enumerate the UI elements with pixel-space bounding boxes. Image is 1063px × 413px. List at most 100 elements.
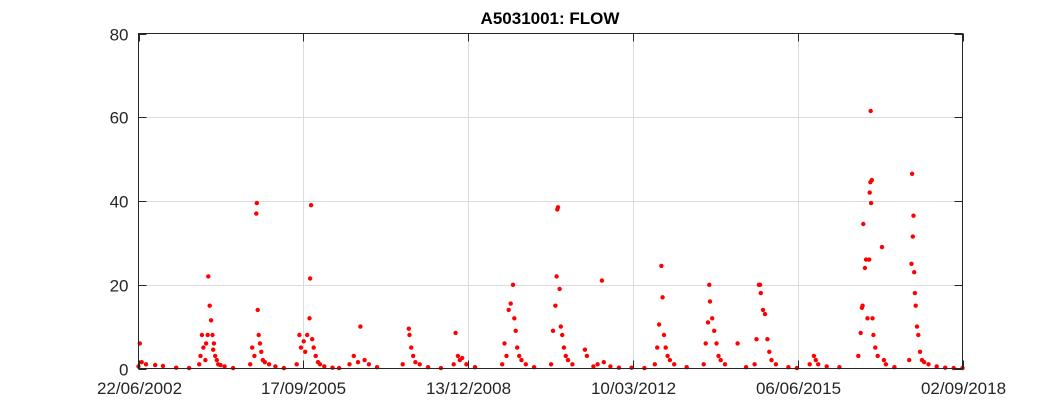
data-point <box>863 257 869 262</box>
data-point <box>513 328 518 333</box>
data-point <box>558 324 563 329</box>
data-point <box>257 341 263 346</box>
data-point <box>707 299 713 304</box>
data-point <box>174 365 179 370</box>
data-point <box>256 332 261 338</box>
data-point <box>214 357 219 363</box>
data-point <box>308 203 314 208</box>
data-point <box>807 362 812 367</box>
data-point <box>550 328 556 333</box>
data-point <box>757 282 763 287</box>
data-point <box>922 360 927 365</box>
x-tick-label: 13/12/2008 <box>426 379 511 398</box>
data-point <box>266 362 272 367</box>
data-point <box>565 357 571 363</box>
data-point <box>811 353 817 359</box>
data-point <box>317 362 323 367</box>
data-point <box>608 364 613 369</box>
data-point <box>861 221 866 227</box>
data-point <box>557 286 562 292</box>
data-point <box>870 316 875 321</box>
data-point <box>655 345 660 350</box>
data-point <box>510 282 516 287</box>
data-point <box>355 360 361 365</box>
data-point <box>311 345 316 350</box>
data-point <box>523 362 528 367</box>
data-point <box>665 353 670 359</box>
data-point <box>254 211 259 216</box>
data-point <box>873 345 878 350</box>
data-point <box>294 362 299 367</box>
data-point <box>714 341 719 346</box>
data-point <box>659 263 664 269</box>
data-point <box>754 337 759 342</box>
data-point <box>139 360 144 365</box>
data-point <box>560 332 565 338</box>
data-point <box>667 357 673 363</box>
data-point <box>464 362 469 367</box>
y-tick-label: 0 <box>119 361 128 380</box>
data-point <box>400 362 405 367</box>
data-point <box>909 171 915 176</box>
data-point <box>207 303 212 308</box>
data-point <box>203 341 209 346</box>
data-point <box>765 337 770 342</box>
x-tick-label: 06/06/2015 <box>756 379 841 398</box>
data-point <box>563 353 568 359</box>
data-point <box>252 353 257 359</box>
data-point <box>599 278 605 283</box>
data-point <box>413 360 418 365</box>
data-point <box>298 345 304 350</box>
data-point <box>758 290 763 296</box>
data-point <box>934 364 939 369</box>
x-tick-label: 10/03/2012 <box>591 379 676 398</box>
data-point <box>358 324 363 329</box>
data-point <box>417 362 422 367</box>
data-point <box>362 357 367 363</box>
data-point <box>502 341 507 346</box>
data-point <box>199 332 205 338</box>
data-point <box>508 301 513 306</box>
data-point <box>616 365 622 370</box>
data-point <box>910 234 915 239</box>
data-point <box>366 362 372 367</box>
data-point <box>858 330 863 336</box>
data-point <box>305 332 310 338</box>
data-point <box>584 353 590 359</box>
data-point <box>913 303 918 308</box>
data-point <box>591 364 596 369</box>
data-point <box>769 357 774 363</box>
data-point <box>313 353 318 359</box>
data-point <box>297 332 302 338</box>
data-point <box>911 213 916 218</box>
data-point <box>752 362 757 367</box>
data-point <box>773 362 779 367</box>
x-tick-label: 17/09/2005 <box>261 379 346 398</box>
data-point <box>883 362 889 367</box>
data-point <box>710 316 715 321</box>
data-point <box>213 353 218 359</box>
data-point <box>143 362 149 367</box>
data-point <box>455 353 461 359</box>
data-point <box>205 332 210 338</box>
data-points <box>136 108 965 371</box>
data-point <box>553 303 558 308</box>
data-point <box>914 324 920 329</box>
data-point <box>407 332 412 338</box>
data-point <box>206 274 211 279</box>
data-point <box>909 261 914 266</box>
data-point <box>767 349 772 354</box>
data-point <box>347 362 352 367</box>
data-point <box>868 200 874 206</box>
data-point <box>869 177 874 183</box>
data-point <box>601 360 606 365</box>
data-point <box>198 353 203 359</box>
data-point <box>406 326 411 331</box>
data-point <box>917 349 923 354</box>
data-point <box>451 362 456 367</box>
data-point <box>254 200 259 206</box>
y-tick-label: 80 <box>110 26 129 45</box>
x-tick-labels: 22/06/2002 17/09/2005 13/12/2008 10/03/2012… <box>97 379 1006 398</box>
data-point <box>303 349 308 354</box>
